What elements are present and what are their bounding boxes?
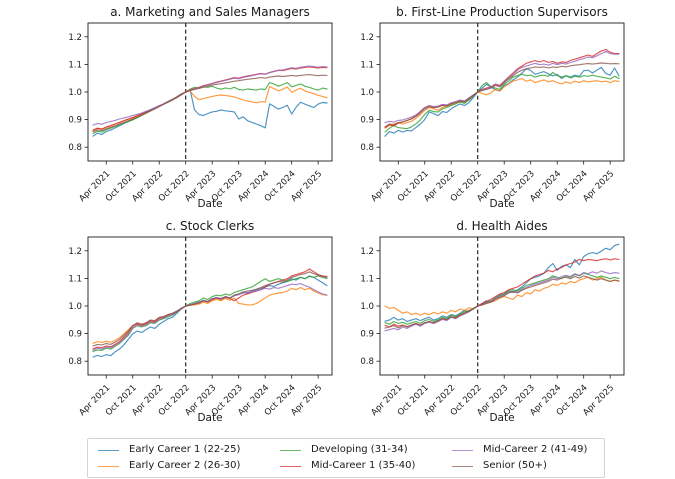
y-tick-label: 1.0 bbox=[68, 88, 82, 98]
y-tick-label: 1.2 bbox=[360, 247, 374, 257]
series-line-early-career-2-26-30 bbox=[384, 276, 620, 316]
x-axis-label: Date bbox=[197, 198, 222, 210]
y-tick-label: 1.1 bbox=[360, 274, 374, 284]
series-line-early-career-2-26-30 bbox=[384, 77, 620, 129]
x-axis-label: Date bbox=[197, 412, 222, 424]
series-line-senior-50 bbox=[92, 74, 328, 133]
series-line-mid-career-1-35-40 bbox=[92, 268, 328, 350]
x-axis-label: Date bbox=[489, 198, 514, 210]
legend-item-early-career-2-26-30: Early Career 2 (26-30) bbox=[98, 458, 280, 474]
y-tick-label: 0.8 bbox=[360, 357, 374, 367]
y-tick-label: 1.0 bbox=[360, 88, 374, 98]
series-line-mid-career-2-41-49 bbox=[384, 270, 620, 332]
axes-frame bbox=[379, 236, 625, 376]
legend: Early Career 1 (22-25) Early Career 2 (26… bbox=[87, 438, 605, 478]
legend-item-label: Early Career 2 (26-30) bbox=[129, 460, 241, 471]
series-line-mid-career-2-41-49 bbox=[92, 65, 328, 126]
y-tick-label: 0.8 bbox=[68, 357, 82, 367]
legend-swatch-line bbox=[452, 449, 473, 451]
legend-item-label: Developing (31-34) bbox=[311, 444, 408, 455]
legend-item-label: Early Career 1 (22-25) bbox=[129, 444, 241, 455]
legend-swatch-line bbox=[98, 449, 119, 451]
y-tick-label: 1.2 bbox=[68, 33, 82, 43]
legend-swatch-line bbox=[452, 465, 473, 467]
y-tick-label: 0.9 bbox=[68, 116, 82, 126]
legend-swatch-line bbox=[280, 449, 301, 451]
subplot-title: c. Stock Clerks bbox=[166, 219, 254, 233]
y-tick-label: 1.1 bbox=[360, 60, 374, 70]
y-tick-label: 0.9 bbox=[360, 330, 374, 340]
y-tick-label: 0.9 bbox=[360, 116, 374, 126]
y-tick-label: 1.2 bbox=[68, 247, 82, 257]
legend-item-label: Mid-Career 2 (41-49) bbox=[483, 444, 588, 455]
legend-item-label: Senior (50+) bbox=[483, 460, 547, 471]
y-tick-label: 1.1 bbox=[68, 274, 82, 284]
series-line-senior-50 bbox=[384, 275, 620, 329]
y-tick-label: 1.0 bbox=[360, 302, 374, 312]
legend-item-mid-career-2-41-49: Mid-Career 2 (41-49) bbox=[452, 442, 594, 458]
x-axis-label: Date bbox=[489, 412, 514, 424]
legend-swatch-line bbox=[280, 465, 301, 467]
legend-swatch-line bbox=[98, 465, 119, 467]
series-line-developing-31-34 bbox=[92, 82, 328, 134]
axes-frame bbox=[87, 236, 333, 376]
legend-item-mid-career-1-35-40: Mid-Career 1 (35-40) bbox=[280, 458, 452, 474]
subplot-title: a. Marketing and Sales Managers bbox=[110, 5, 310, 19]
legend-item-early-career-1-22-25: Early Career 1 (22-25) bbox=[98, 442, 280, 458]
y-tick-label: 0.9 bbox=[68, 330, 82, 340]
legend-item-developing-31-34: Developing (31-34) bbox=[280, 442, 452, 458]
y-tick-label: 0.8 bbox=[68, 143, 82, 153]
y-tick-label: 1.2 bbox=[360, 33, 374, 43]
subplot-title: d. Health Aides bbox=[456, 219, 547, 233]
series-line-senior-50 bbox=[92, 271, 328, 347]
axes-frame bbox=[87, 22, 333, 162]
y-tick-label: 1.1 bbox=[68, 60, 82, 70]
legend-item-senior-50: Senior (50+) bbox=[452, 458, 594, 474]
legend-item-label: Mid-Career 1 (35-40) bbox=[311, 460, 416, 471]
axes-frame bbox=[379, 22, 625, 162]
y-tick-label: 1.0 bbox=[68, 302, 82, 312]
series-line-early-career-1-22-25 bbox=[384, 66, 620, 137]
series-line-mid-career-1-35-40 bbox=[384, 258, 620, 328]
series-line-senior-50 bbox=[384, 62, 620, 128]
series-line-developing-31-34 bbox=[384, 71, 620, 133]
series-line-developing-31-34 bbox=[384, 272, 620, 325]
series-line-early-career-2-26-30 bbox=[92, 85, 328, 131]
series-line-early-career-1-22-25 bbox=[384, 243, 620, 323]
y-tick-label: 0.8 bbox=[360, 143, 374, 153]
subplot-title: b. First-Line Production Supervisors bbox=[396, 5, 608, 19]
